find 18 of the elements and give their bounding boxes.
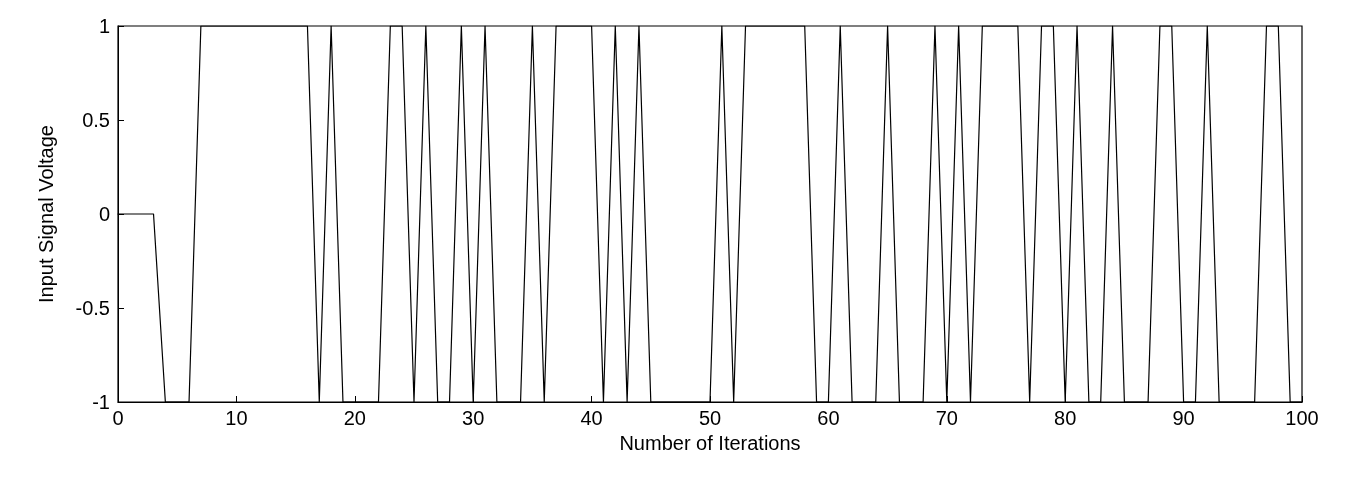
x-tick-label: 60 [817,407,840,429]
x-tick-label: 100 [1285,407,1319,429]
y-tick-label: -1 [92,391,110,413]
y-tick-label: 0.5 [82,109,110,131]
x-tick-label: 90 [1172,407,1195,429]
x-tick-label: 10 [225,407,248,429]
x-tick-label: 0 [112,407,124,429]
x-tick-label: 30 [462,407,485,429]
y-tick-label: -0.5 [75,297,110,319]
x-axis-title: Number of Iterations [619,431,801,454]
x-tick-label: 40 [580,407,603,429]
y-tick-label: 1 [98,15,110,37]
x-tick-label: 50 [698,407,722,429]
x-tick-label: 70 [935,407,958,429]
y-axis-title: Input Signal Voltage [35,125,57,303]
y-tick-label: 0 [98,203,110,225]
x-tick-label: 80 [1054,407,1077,429]
x-tick-label: 20 [343,407,366,429]
